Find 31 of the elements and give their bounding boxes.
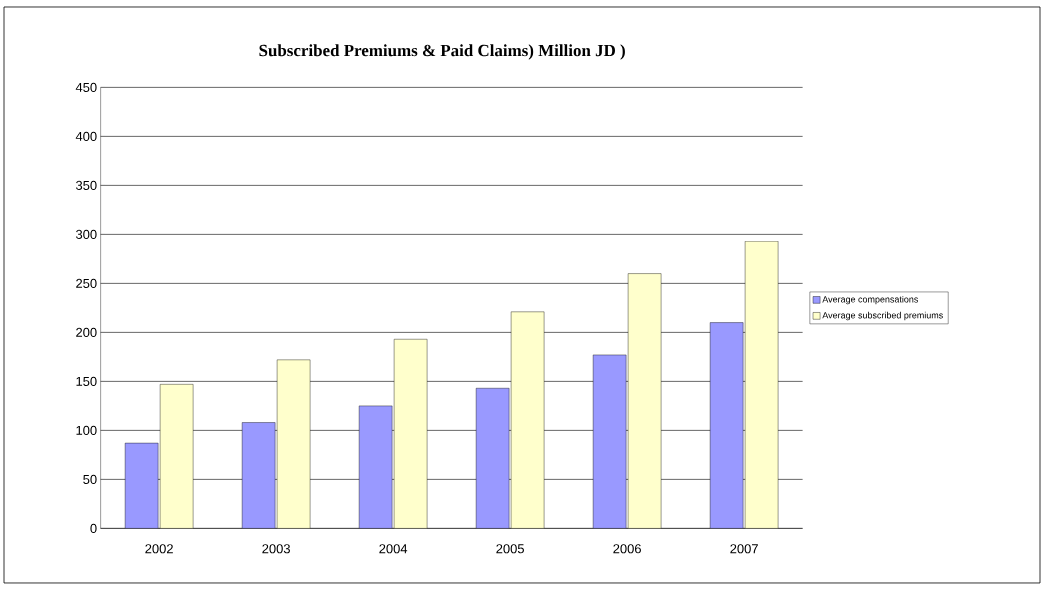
legend-label: Average subscribed premiums	[822, 311, 943, 321]
x-tick-label: 2002	[145, 544, 173, 554]
y-tick-label: 400	[75, 131, 97, 141]
legend-label: Average compensations	[822, 295, 918, 305]
x-tick-label: 2006	[613, 544, 641, 554]
bar	[358, 405, 393, 529]
y-tick-label: 300	[76, 229, 97, 239]
chart-title: Subscribed Premiums & Paid Claims) Million JD )	[259, 44, 625, 60]
bar	[592, 354, 627, 529]
bar	[744, 241, 779, 529]
y-tick-label: 100	[76, 425, 97, 435]
x-tick-label: 2005	[496, 544, 524, 554]
bar	[241, 422, 276, 529]
y-tick-label: 150	[76, 376, 97, 386]
bar	[124, 442, 159, 529]
x-tick-label: 2003	[262, 544, 290, 554]
bar	[475, 388, 510, 529]
y-tick-label: 200	[76, 327, 97, 337]
bar	[159, 384, 194, 529]
bar	[709, 322, 744, 529]
y-tick-label: 250	[76, 278, 97, 288]
x-tick-label: 2004	[379, 544, 408, 554]
bar	[276, 359, 311, 529]
bar	[510, 311, 545, 529]
y-tick-label: 0	[90, 523, 97, 533]
y-tick-label: 350	[76, 180, 97, 190]
x-tick-label: 2007	[730, 544, 758, 554]
bar	[393, 339, 428, 529]
y-tick-label: 50	[83, 474, 97, 484]
bar	[627, 273, 662, 529]
y-tick-label: 450	[75, 82, 97, 92]
